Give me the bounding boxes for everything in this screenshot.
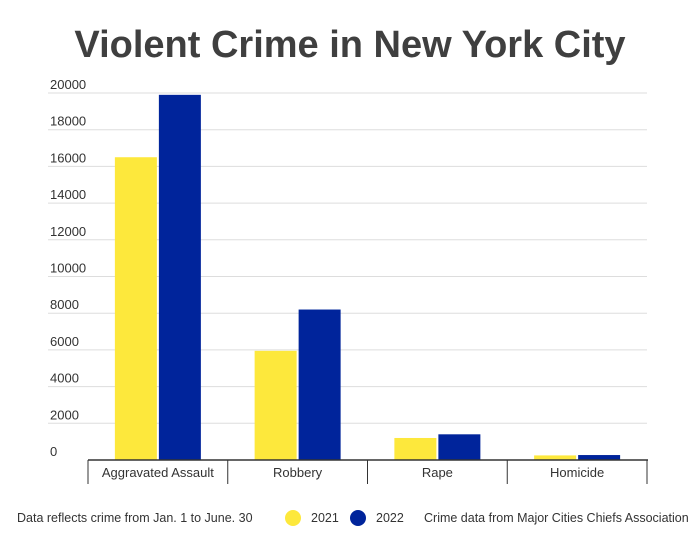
chart-title: Violent Crime in New York City [74, 24, 626, 66]
x-category-label: Rape [422, 465, 453, 480]
y-tick-label: 20000 [50, 77, 86, 92]
bar-2022-rape [438, 434, 481, 460]
y-tick-label: 0 [50, 444, 57, 459]
y-tick-label: 6000 [50, 334, 79, 349]
bar-2021-homicide [534, 455, 577, 460]
legend-label-2022: 2022 [376, 511, 404, 525]
x-category-label: Robbery [273, 465, 323, 480]
x-axis-category-labels: Aggravated Assault Robbery Rape Homicide [102, 465, 604, 480]
y-tick-label: 12000 [50, 224, 86, 239]
bar-2021-robbery [254, 350, 297, 460]
bar-2022-homicide [578, 455, 621, 460]
x-axis [87, 459, 648, 484]
bars [114, 94, 621, 461]
legend-label-2021: 2021 [311, 511, 339, 525]
legend-marker-2021 [285, 510, 301, 526]
bar-2021-aggravated-assault [114, 157, 157, 460]
y-axis-tick-labels: 0 2000 4000 6000 8000 10000 12000 14000 16000 180… [50, 77, 86, 459]
legend-marker-2022 [350, 510, 366, 526]
y-tick-label: 10000 [50, 261, 86, 276]
y-tick-label: 18000 [50, 114, 86, 129]
y-tick-label: 2000 [50, 407, 79, 422]
y-tick-label: 14000 [50, 187, 86, 202]
x-category-label: Homicide [550, 465, 604, 480]
y-tick-label: 16000 [50, 150, 86, 165]
footer-note-left: Data reflects crime from Jan. 1 to June.… [17, 511, 253, 525]
y-tick-label: 8000 [50, 297, 79, 312]
bar-2022-aggravated-assault [158, 94, 201, 461]
footer-note-right: Crime data from Major Cities Chiefs Asso… [424, 511, 689, 525]
bar-2021-rape [394, 437, 437, 460]
bar-2022-robbery [298, 309, 341, 460]
y-tick-label: 4000 [50, 371, 79, 386]
x-category-label: Aggravated Assault [102, 465, 214, 480]
